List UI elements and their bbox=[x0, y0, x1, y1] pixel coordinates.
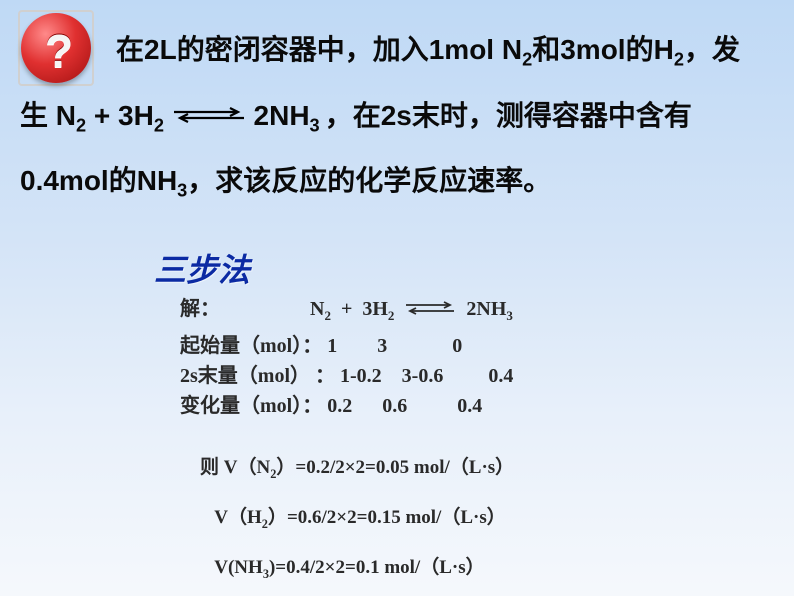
solution-row-initial: 起始量（mol）： 1 3 0 bbox=[180, 331, 513, 361]
problem-statement: 在2L的密闭容器中，加入1mol N2和3mol的H2，发生 N2 + 3H2 … bbox=[20, 22, 754, 219]
method-label: 三步法 bbox=[154, 245, 250, 291]
results-block: 则 V（N2）=0.2/2×2=0.05 mol/（L·s） V（H2）=0.6… bbox=[200, 446, 514, 595]
result-v-n2: 则 V（N2）=0.2/2×2=0.05 mol/（L·s） bbox=[200, 446, 514, 496]
solution-row-change: 变化量（mol）： 0.2 0.6 0.4 bbox=[180, 391, 513, 421]
solution-row-2s: 2s末量（mol） ： 1-0.2 3-0.6 0.4 bbox=[180, 361, 513, 391]
solution-header: 解： N2 + 3H2 2NH3 bbox=[180, 294, 513, 331]
result-v-h2: V（H2）=0.6/2×2=0.15 mol/（L·s） bbox=[200, 496, 514, 546]
result-v-nh3: V(NH3)=0.4/2×2=0.1 mol/（L·s） bbox=[200, 546, 514, 596]
solution-table: 解： N2 + 3H2 2NH3 起始量（mol）： 1 3 0 2s末量（mo… bbox=[180, 294, 513, 421]
